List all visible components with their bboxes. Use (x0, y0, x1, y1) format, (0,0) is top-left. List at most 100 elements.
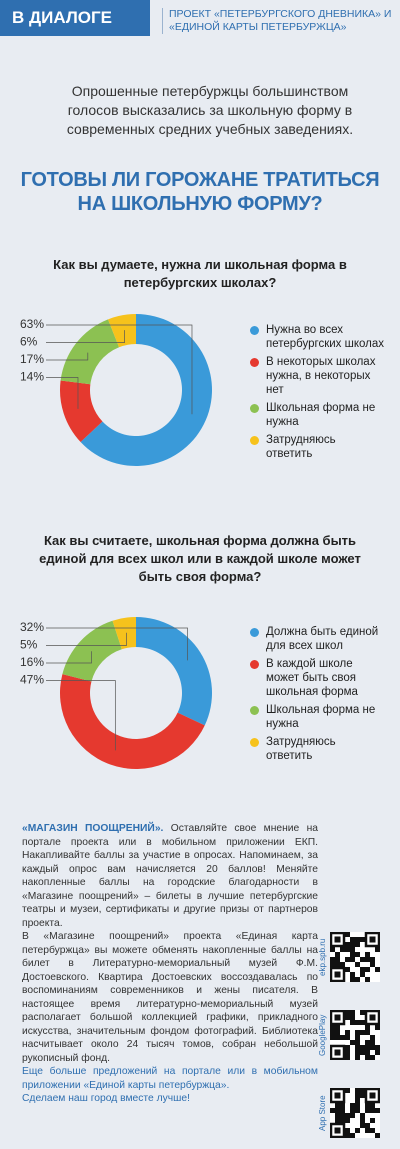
qr-cell (340, 947, 345, 952)
qr-cell (350, 952, 355, 957)
qr-cell (345, 1010, 350, 1015)
legend-label: В некоторых школах нужна, в некоторых не… (266, 356, 376, 396)
qr-cell (335, 962, 340, 967)
qr-label: GooglePlay (318, 1014, 327, 1056)
qr-code (330, 1088, 380, 1138)
leader-line (46, 324, 193, 415)
legend-swatch (250, 326, 259, 335)
qr-cell (365, 1040, 370, 1045)
leader-line (46, 627, 188, 661)
qr-cell (355, 937, 360, 942)
qr-cell (335, 1035, 340, 1040)
qr-cell (375, 947, 380, 952)
qr-cell (365, 977, 370, 982)
qr-cell (370, 1035, 375, 1040)
legend-swatch (250, 660, 259, 669)
legend-item: Школьная форма не нужна (250, 703, 385, 731)
value-label: 47% (20, 673, 44, 687)
qr-finder (369, 1092, 376, 1099)
qr-cell (365, 1050, 370, 1055)
qr-finder (334, 1049, 341, 1056)
qr-cell (370, 1103, 375, 1108)
legend-swatch (250, 404, 259, 413)
article-lead: «МАГАЗИН ПООЩРЕНИЙ». (22, 823, 164, 834)
qr-cell (360, 967, 365, 972)
qr-cell (345, 1118, 350, 1123)
donut-segment (60, 380, 103, 443)
qr-cell (365, 1055, 370, 1060)
qr-cell (365, 1128, 370, 1133)
qr-cell (335, 1108, 340, 1113)
donut-segment (136, 617, 212, 726)
qr-cell (355, 1040, 360, 1045)
qr-cell (355, 1045, 360, 1050)
qr-cell (335, 957, 340, 962)
qr-cell (350, 977, 355, 982)
qr-cell (350, 1133, 355, 1138)
legend-item: Нужна во всех петербургских школах (250, 323, 385, 351)
qr-cell (375, 1108, 380, 1113)
qr-cell (345, 967, 350, 972)
qr-label: App Store (318, 1095, 327, 1131)
leader-line (46, 651, 92, 664)
qr-cell (375, 967, 380, 972)
legend-swatch (250, 628, 259, 637)
donut-segment (108, 314, 136, 348)
donut-chart: 32% 5% 16% 47% (20, 617, 212, 769)
legend-item: Школьная форма не нужна (250, 401, 385, 429)
legend-label: В каждой школе может быть своя школьная … (266, 658, 358, 698)
qr-cell (330, 1025, 335, 1030)
qr-cell (345, 1113, 350, 1118)
qr-finder (334, 1092, 341, 1099)
donut-segment (60, 319, 120, 385)
chart-title: Как вы думаете, нужна ли школьная форма … (53, 257, 347, 290)
qr-cell (345, 947, 350, 952)
qr-cell (335, 1103, 340, 1108)
donut-segment (62, 620, 122, 682)
legend-item: В каждой школе может быть своя школьная … (250, 657, 385, 699)
qr-cell (345, 1133, 350, 1138)
value-label: 14% (20, 370, 44, 384)
legend: Нужна во всех петербургских школах В неко… (250, 323, 385, 465)
qr-cell (355, 962, 360, 967)
qr-cell (330, 947, 335, 952)
legend-item: Должна быть единой для всех школ (250, 625, 385, 653)
qr-finder (334, 1014, 341, 1021)
qr-cell (360, 972, 365, 977)
leader-line (46, 680, 116, 751)
qr-cell (370, 957, 375, 962)
qr-cell (345, 1055, 350, 1060)
qr-cell (355, 942, 360, 947)
legend-item: В некоторых школах нужна, в некоторых не… (250, 355, 385, 397)
qr-cell (350, 947, 355, 952)
legend-swatch (250, 706, 259, 715)
qr-cell (360, 957, 365, 962)
closing: Еще больше предложений на портале или в … (22, 1066, 318, 1091)
legend-label: Школьная форма не нужна (266, 704, 376, 730)
qr-finder (369, 1014, 376, 1021)
legend-label: Затрудняюсь ответить (266, 736, 336, 762)
qr-cell (350, 1040, 355, 1045)
qr-cell (360, 1113, 365, 1118)
qr-cell (360, 937, 365, 942)
qr-cell (365, 1030, 370, 1035)
qr-cell (370, 1045, 375, 1050)
value-label: 6% (20, 335, 38, 349)
qr-finder (334, 971, 341, 978)
value-label: 16% (20, 655, 44, 669)
qr-cell (350, 972, 355, 977)
qr-cell (340, 1035, 345, 1040)
article: «МАГАЗИН ПООЩРЕНИЙ». Оставляйте свое мне… (22, 822, 318, 1106)
qr-cell (365, 1025, 370, 1030)
qr-cell (370, 1118, 375, 1123)
qr-cell (340, 962, 345, 967)
qr-label: ekp.spb.ru (318, 938, 327, 976)
badge: В ДИАЛОГЕ (0, 0, 150, 36)
chart-title: Как вы считаете, школьная форма должна б… (39, 533, 361, 584)
qr-cell (355, 1055, 360, 1060)
qr-cell (345, 957, 350, 962)
qr-cell (360, 1020, 365, 1025)
qr-cell (350, 1108, 355, 1113)
qr-cell (365, 967, 370, 972)
